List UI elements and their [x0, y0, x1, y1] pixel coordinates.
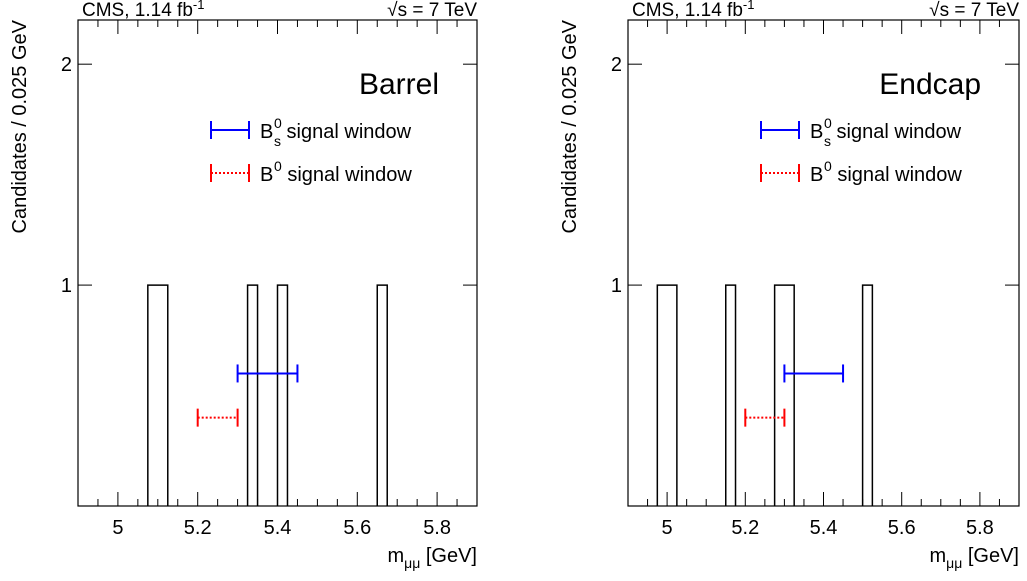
legend-label: B0 s signal window [810, 115, 962, 149]
y-tick-label: 2 [61, 54, 72, 76]
header-energy: √s = 7 TeV [929, 0, 1019, 21]
histogram-bin-3 [861, 284, 874, 506]
histogram-bin-1 [246, 284, 259, 506]
chart-panel-barrel: CMS, 1.14 fb-1 √s = 7 TeV 5 5.2 5.4 5.6 5.8 1 2 m… [9, 0, 478, 571]
x-axis-label: mμμ [GeV] [929, 545, 1019, 571]
header-energy: √s = 7 TeV [387, 0, 477, 21]
x-tick-label: 5.2 [184, 517, 212, 539]
x-axis-label: mμμ [GeV] [387, 545, 477, 571]
legend-entry-bs0: B0 s signal window [210, 115, 412, 149]
legend-entry-b0: B0 signal window [760, 158, 962, 186]
b0-signal-window-bar [196, 408, 239, 427]
x-tick-label: 5.4 [810, 517, 838, 539]
x-tick-label: 5.4 [264, 517, 292, 539]
histogram-bin-3 [376, 284, 388, 506]
header-luminosity: CMS, 1.14 fb-1 [82, 0, 204, 21]
x-tick-label: 5.6 [888, 517, 916, 539]
legend-label: B0 s signal window [260, 115, 412, 149]
legend-entry-b0: B0 signal window [210, 158, 412, 186]
x-tick-label: 5 [662, 517, 673, 539]
x-tick-label: 5.2 [731, 517, 759, 539]
histogram-bin-1 [725, 284, 737, 506]
legend-label: B0 signal window [810, 158, 962, 186]
x-tick-label: 5.8 [423, 517, 451, 539]
bs0-signal-window-bar [236, 364, 299, 383]
histogram-bin-0 [656, 284, 678, 506]
histogram-bin-2 [276, 284, 289, 506]
bs0-signal-window-bar [783, 364, 845, 383]
x-tick-label: 5.8 [966, 517, 994, 539]
b0-signal-window-bar [744, 408, 786, 427]
x-tick-label: 5 [112, 517, 123, 539]
x-tick-label: 5.6 [343, 517, 371, 539]
region-label: Endcap [879, 68, 981, 101]
y-tick-label: 2 [611, 54, 622, 76]
y-axis-label: Candidates / 0.025 GeV [9, 19, 31, 233]
legend-label: B0 signal window [260, 158, 412, 186]
histogram-bin-0 [147, 284, 169, 506]
histogram-bin-2 [773, 284, 795, 506]
legend-entry-bs0: B0 s signal window [760, 115, 962, 149]
y-tick-label: 1 [61, 275, 72, 297]
chart-panel-endcap: CMS, 1.14 fb-1 √s = 7 TeV 5 5.2 5.4 5.6 5.8 1 2 m… [559, 0, 1020, 571]
region-label: Barrel [359, 68, 439, 101]
y-tick-label: 1 [611, 275, 622, 297]
header-luminosity: CMS, 1.14 fb-1 [632, 0, 754, 21]
y-axis-label: Candidates / 0.025 GeV [559, 19, 581, 233]
